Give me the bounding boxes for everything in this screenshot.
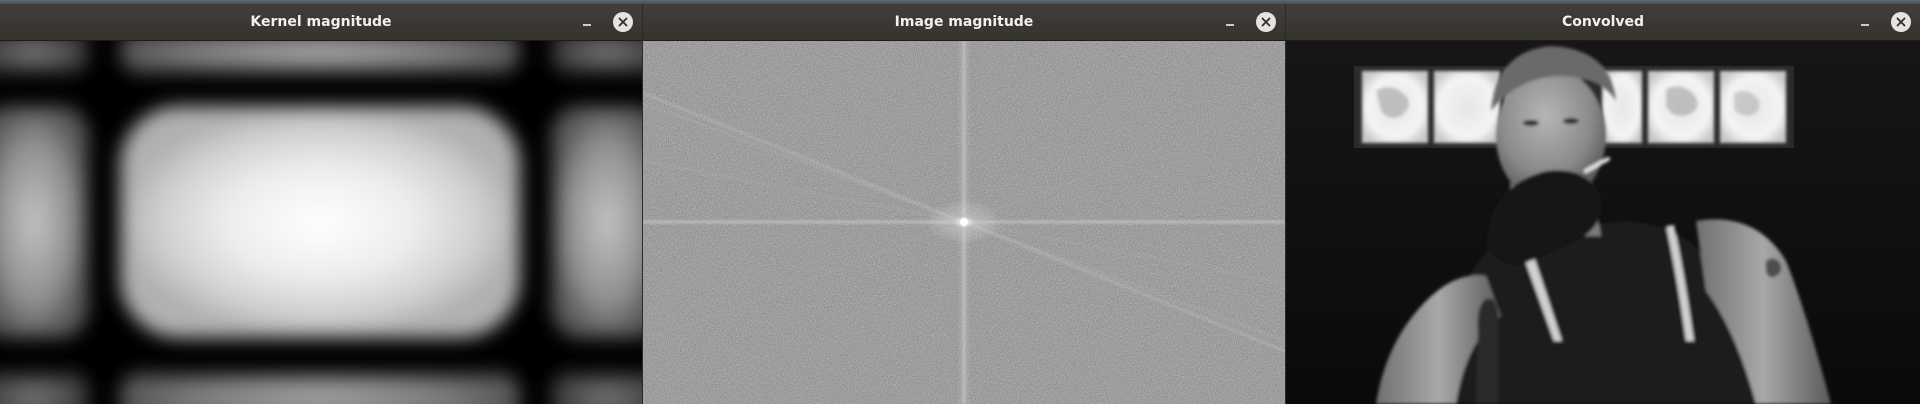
window-image-magnitude[interactable]: Image magnitude	[643, 4, 1285, 404]
convolved-photo	[1286, 41, 1920, 404]
close-button[interactable]	[1256, 12, 1276, 32]
window-title: Convolved	[1561, 14, 1645, 30]
window-title: Image magnitude	[894, 14, 1034, 30]
minimize-button[interactable]	[1856, 13, 1874, 31]
minimize-icon	[1226, 24, 1234, 26]
titlebar[interactable]: Convolved	[1286, 4, 1920, 41]
image-magnitude-spectrum	[643, 41, 1285, 404]
minimize-icon	[1861, 24, 1869, 26]
top-panel-strip	[0, 0, 1920, 4]
close-button[interactable]	[1891, 12, 1911, 32]
close-icon	[618, 17, 628, 27]
minimize-button[interactable]	[1221, 13, 1239, 31]
window-kernel-magnitude[interactable]: Kernel magnitude	[0, 4, 642, 404]
minimize-icon	[583, 24, 591, 26]
window-convolved[interactable]: Convolved	[1286, 4, 1920, 404]
close-icon	[1896, 17, 1906, 27]
titlebar[interactable]: Kernel magnitude	[0, 4, 642, 41]
close-icon	[1261, 17, 1271, 27]
minimize-button[interactable]	[578, 13, 596, 31]
kernel-magnitude-image	[0, 41, 642, 404]
titlebar[interactable]: Image magnitude	[643, 4, 1285, 41]
close-button[interactable]	[613, 12, 633, 32]
window-title: Kernel magnitude	[250, 14, 392, 30]
